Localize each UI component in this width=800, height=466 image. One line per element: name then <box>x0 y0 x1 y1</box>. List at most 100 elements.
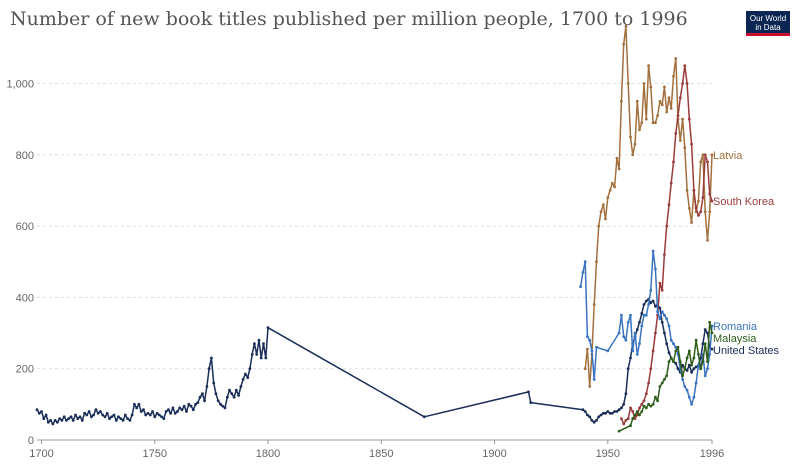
data-point <box>146 411 150 415</box>
data-point <box>640 402 644 406</box>
data-point <box>708 353 712 356</box>
data-point <box>701 360 705 363</box>
data-point <box>257 338 261 342</box>
data-point <box>699 367 703 371</box>
data-point <box>579 285 582 289</box>
data-point <box>173 411 177 415</box>
data-point <box>620 417 623 420</box>
series-south-korea[interactable] <box>620 64 714 426</box>
data-point <box>633 331 637 335</box>
y-tick-label: 0 <box>28 435 34 447</box>
data-point <box>232 395 236 399</box>
data-point <box>71 419 75 422</box>
data-point <box>710 153 714 157</box>
data-point <box>638 413 641 417</box>
data-point <box>660 288 664 292</box>
data-point <box>126 417 129 420</box>
data-point <box>690 402 693 406</box>
data-point <box>692 189 696 192</box>
data-point <box>706 331 709 335</box>
data-point <box>56 420 59 424</box>
data-point <box>676 114 680 117</box>
data-point <box>649 404 653 408</box>
data-point <box>114 419 118 422</box>
data-point <box>626 417 630 420</box>
series-latvia[interactable] <box>583 25 714 388</box>
data-point <box>201 392 204 396</box>
data-point <box>683 146 687 150</box>
y-tick-label: 1,000 <box>6 78 34 90</box>
series-line[interactable] <box>584 25 713 388</box>
series-united-states[interactable] <box>35 297 714 426</box>
data-point <box>649 288 653 292</box>
data-point <box>710 331 714 335</box>
data-point <box>690 363 693 367</box>
data-point <box>692 367 696 371</box>
data-point <box>597 415 601 419</box>
data-point <box>210 356 213 360</box>
data-point <box>699 210 703 214</box>
data-point <box>660 320 664 324</box>
data-point <box>635 353 639 356</box>
data-point <box>595 419 598 422</box>
data-point <box>633 142 637 146</box>
data-point <box>681 82 684 85</box>
data-point <box>207 367 211 371</box>
data-point <box>683 367 687 371</box>
data-point <box>685 356 689 360</box>
series-line[interactable] <box>579 250 713 406</box>
y-tick-label: 400 <box>16 292 34 304</box>
data-point <box>121 419 125 422</box>
data-point <box>640 121 644 125</box>
data-point <box>46 420 50 424</box>
data-point <box>255 353 259 356</box>
data-point <box>681 378 684 381</box>
data-point <box>647 303 650 306</box>
data-point <box>656 399 659 403</box>
data-point <box>687 363 691 367</box>
x-tick-label: 1750 <box>143 448 167 460</box>
data-point <box>651 121 655 125</box>
data-point <box>687 206 691 210</box>
data-point <box>672 74 675 78</box>
series-malaysia[interactable] <box>617 320 714 433</box>
data-point <box>62 415 66 419</box>
data-point <box>606 349 610 353</box>
data-point <box>676 367 680 371</box>
data-point <box>690 370 693 374</box>
data-point <box>234 388 238 392</box>
data-point <box>703 210 707 214</box>
data-point <box>642 303 646 306</box>
data-point <box>157 413 161 417</box>
data-point <box>246 376 250 379</box>
data-point <box>644 392 648 396</box>
data-point <box>617 331 621 335</box>
data-point <box>185 410 188 413</box>
series-romania[interactable] <box>579 249 714 406</box>
data-point <box>642 313 646 317</box>
data-point <box>674 361 678 365</box>
data-point <box>250 353 254 356</box>
data-point <box>706 238 709 242</box>
data-point <box>620 313 623 317</box>
data-point <box>588 338 592 342</box>
data-point <box>604 217 607 221</box>
data-point <box>663 253 666 256</box>
data-point <box>665 110 669 114</box>
data-point <box>101 413 105 417</box>
owid-logo[interactable]: Our World in Data <box>746 11 790 36</box>
data-point <box>198 395 202 399</box>
data-point <box>644 406 648 410</box>
data-point <box>74 413 77 417</box>
data-point <box>76 417 80 420</box>
data-point <box>241 378 245 381</box>
data-point <box>581 408 585 412</box>
data-point <box>112 413 116 417</box>
data-point <box>230 392 234 396</box>
data-point <box>703 342 707 346</box>
data-point <box>672 342 675 346</box>
series-lines <box>35 25 714 433</box>
data-point <box>601 411 605 415</box>
data-point <box>706 360 709 363</box>
data-point <box>647 64 650 68</box>
